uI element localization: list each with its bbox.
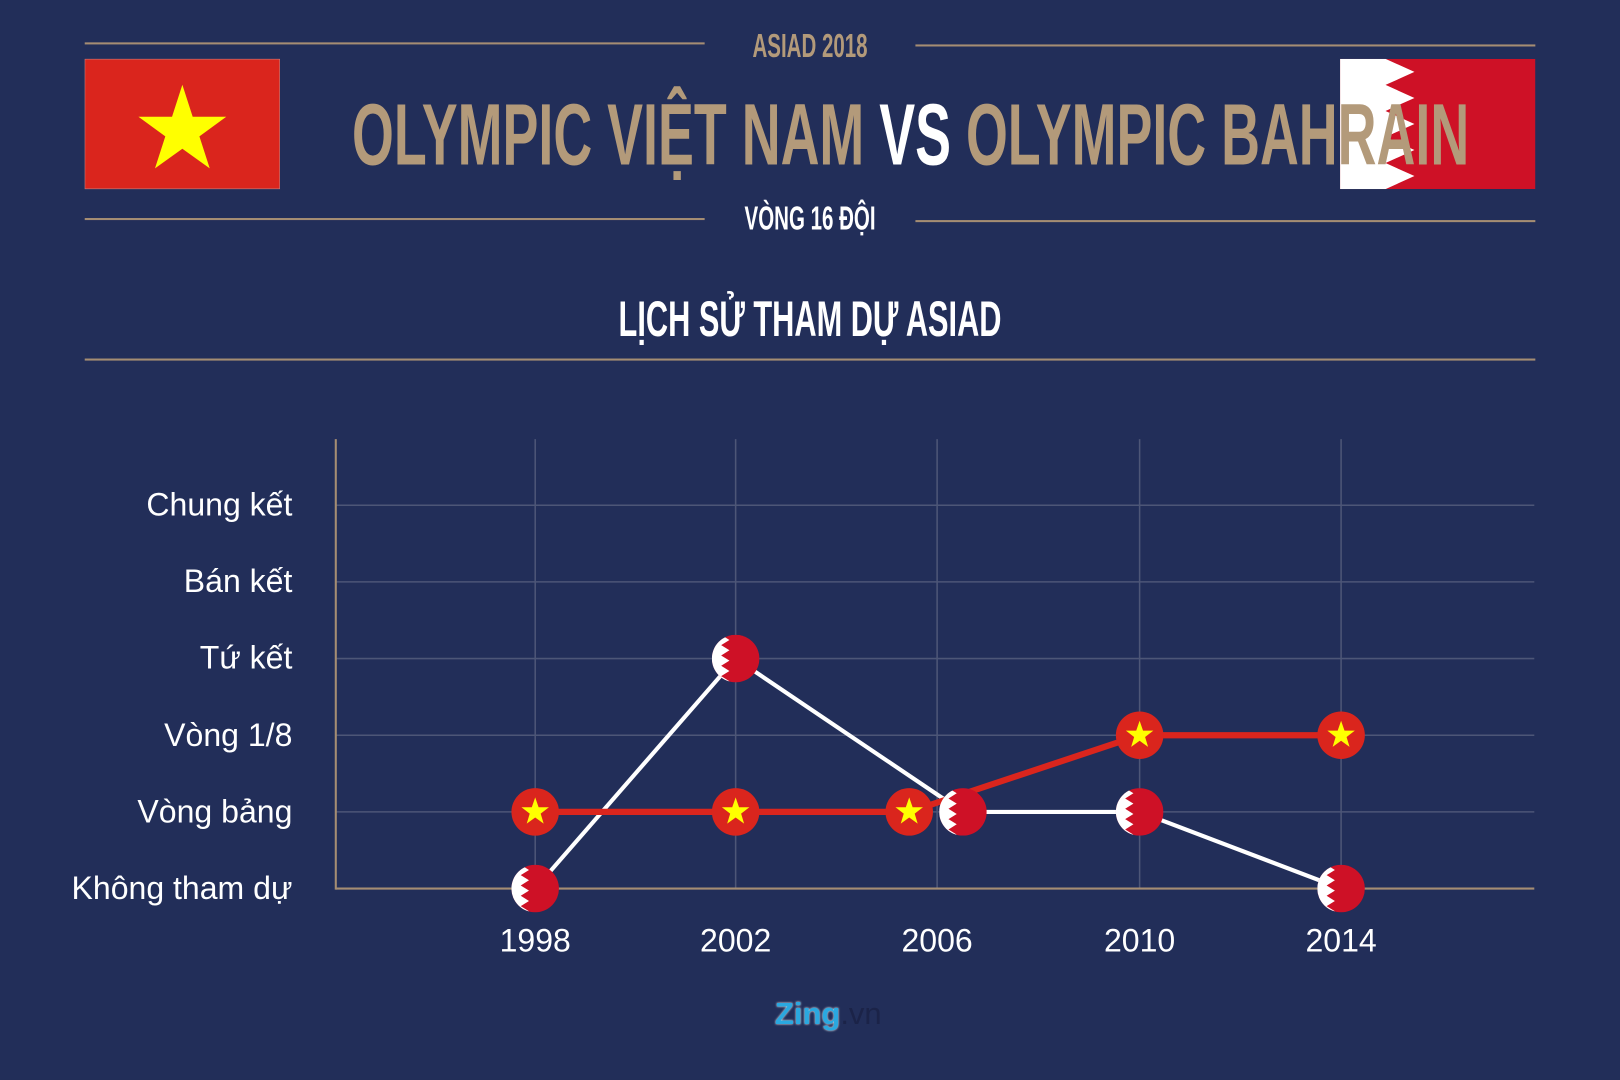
y-tick-label: Vòng 1/8	[164, 716, 293, 753]
star-icon	[1125, 720, 1154, 747]
y-tick-label: Không tham dự	[71, 869, 293, 907]
bahrain-marker	[939, 788, 987, 836]
chart-title: LỊCH SỬ THAM DỰ ASIAD	[618, 292, 1002, 348]
y-tick-label: Bán kết	[183, 563, 293, 600]
team-a-name: OLYMPIC VIỆT NAM	[352, 85, 865, 183]
bahrain-marker	[511, 864, 559, 913]
bahrain-marker	[711, 634, 760, 683]
vietnam-marker	[1115, 711, 1164, 759]
star-icon	[521, 797, 549, 824]
divider	[84, 42, 705, 45]
y-tick-label: Chung kết	[146, 486, 293, 523]
bahrain-marker	[1317, 864, 1365, 913]
x-tick-label: 2010	[1103, 922, 1176, 959]
vietnam-marker	[711, 788, 760, 836]
bahrain-series-line	[533, 655, 1342, 891]
zing-logo: Zing.vn	[774, 997, 882, 1032]
star-icon	[138, 84, 227, 169]
x-tick-label: 1998	[499, 922, 571, 959]
vietnam-marker	[511, 788, 559, 836]
vietnam-flag	[84, 58, 280, 190]
star-icon	[1327, 720, 1355, 747]
vietnam-marker	[1317, 711, 1365, 759]
divider	[84, 218, 705, 221]
y-tick-label: Tứ kết	[199, 639, 293, 677]
vietnam-marker	[885, 788, 933, 836]
star-icon	[721, 797, 750, 824]
x-tick-label: 2006	[901, 922, 973, 959]
x-tick-label: 2014	[1305, 922, 1377, 959]
x-tick-label: 2002	[700, 922, 772, 959]
team-b-name: OLYMPIC BAHRAIN	[965, 85, 1470, 183]
star-icon	[895, 797, 923, 824]
event-label: ASIAD 2018	[752, 26, 868, 65]
divider	[915, 44, 1536, 47]
match-title: OLYMPIC VIỆT NAM VS OLYMPIC BAHRAIN	[207, 85, 1469, 185]
y-tick-label: Vòng bảng	[137, 793, 293, 830]
bahrain-flag	[1340, 58, 1536, 190]
divider	[915, 220, 1536, 223]
round-label: VÒNG 16 ĐỘI	[744, 199, 876, 237]
vs-label: VS	[879, 85, 951, 183]
divider	[84, 358, 1536, 361]
bahrain-marker	[1115, 788, 1164, 836]
